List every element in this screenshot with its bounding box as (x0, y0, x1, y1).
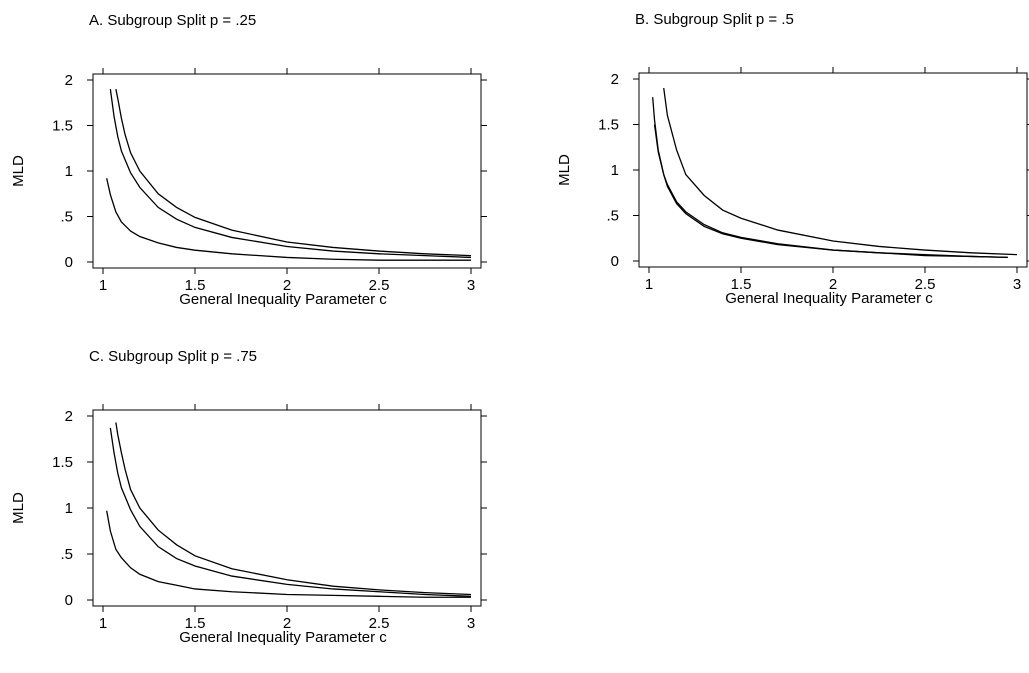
x-axis-label: General Inequality Parameter c (179, 629, 387, 646)
y-tick-label: 0 (65, 592, 73, 609)
x-tick-label: 2.5 (369, 277, 390, 294)
panel-c: C. Subgroup Split p = .75 1 1.5 2 2.5 3 0 .5 1 1.… (10, 348, 487, 646)
x-tick-label: 2 (283, 615, 291, 632)
y-tick-label: 2 (65, 408, 73, 425)
y-tick-label: 1.5 (598, 117, 619, 134)
y-axis-label: MLD (10, 155, 27, 187)
series-line-2 (109, 427, 472, 597)
y-tick-label: 2 (611, 71, 619, 88)
panel-title: C. Subgroup Split p = .75 (89, 348, 257, 365)
x-tick-label: 1 (645, 276, 653, 293)
x-tick-label: 2 (829, 276, 837, 293)
y-tick-label: 2 (65, 72, 73, 89)
plot-frame (92, 409, 482, 607)
x-axis-label: General Inequality Parameter c (179, 291, 387, 308)
y-tick-label: 0 (611, 253, 619, 270)
y-tick-label: 1.5 (52, 118, 73, 135)
series-line-3 (115, 88, 472, 257)
x-tick-label: 1.5 (731, 276, 752, 293)
y-tick-label: .5 (60, 546, 73, 563)
panel-title: A. Subgroup Split p = .25 (89, 12, 256, 29)
x-tick-label: 3 (467, 615, 475, 632)
series-line-3 (663, 88, 1018, 256)
plot-frame (92, 73, 482, 269)
x-tick-label: 1.5 (185, 615, 206, 632)
panel-a: A. Subgroup Split p = .25 1 1.5 2 2.5 3 0 .5 1 1.… (10, 12, 487, 308)
series-line-2 (109, 89, 472, 259)
y-tick-label: 0 (65, 254, 73, 271)
x-tick-label: 2.5 (915, 276, 936, 293)
x-tick-label: 2 (283, 277, 291, 294)
panel-title: B. Subgroup Split p = .5 (635, 11, 794, 28)
series-line-1 (106, 510, 471, 598)
series-line-2 (653, 124, 1008, 259)
series-line-3 (115, 422, 472, 596)
x-tick-label: 1 (99, 615, 107, 632)
y-tick-label: 1 (65, 163, 73, 180)
x-axis-label: General Inequality Parameter c (725, 290, 933, 307)
x-tick-label: 2.5 (369, 615, 390, 632)
x-tick-label: 3 (1013, 276, 1021, 293)
y-axis-label: MLD (556, 154, 573, 186)
y-tick-label: .5 (60, 209, 73, 226)
x-tick-label: 1 (99, 277, 107, 294)
panel-b: B. Subgroup Split p = .5 1 1.5 2 2.5 3 0 .5 1 1.5… (556, 11, 1029, 307)
x-tick-label: 1.5 (185, 277, 206, 294)
x-tick-label: 3 (467, 277, 475, 294)
y-axis-label: MLD (10, 492, 27, 524)
series-line-1 (106, 178, 471, 261)
series-line-1 (652, 97, 1008, 259)
y-tick-label: .5 (606, 208, 619, 225)
y-tick-label: 1.5 (52, 454, 73, 471)
plot-frame (638, 72, 1028, 268)
y-tick-label: 1 (611, 162, 619, 179)
y-tick-label: 1 (65, 500, 73, 517)
